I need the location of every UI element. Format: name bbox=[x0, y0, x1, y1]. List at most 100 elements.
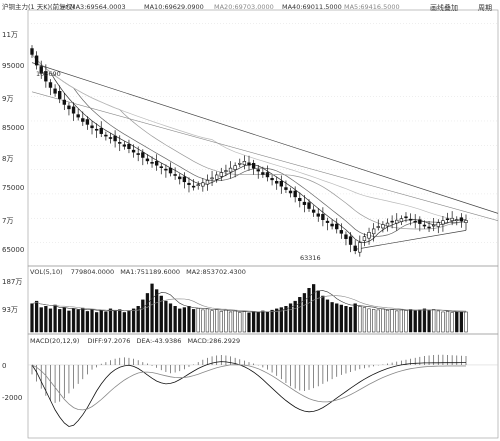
moving-average-line bbox=[31, 54, 467, 222]
candle-body bbox=[191, 185, 196, 188]
candle-body bbox=[367, 232, 371, 239]
candle-body bbox=[201, 182, 205, 187]
candle-body bbox=[385, 222, 390, 227]
volume-bar bbox=[62, 307, 66, 333]
candle-body bbox=[371, 228, 376, 235]
volume-bar bbox=[251, 311, 256, 333]
macd-diff-line bbox=[31, 361, 466, 427]
volume-bar bbox=[67, 310, 71, 333]
volume-bar bbox=[339, 304, 343, 333]
low-price-label: 63316 bbox=[300, 254, 321, 262]
candle-body bbox=[251, 162, 256, 169]
volume-bar bbox=[335, 303, 339, 333]
volume-bar bbox=[459, 311, 464, 333]
candle-body bbox=[422, 224, 427, 227]
candle-body bbox=[44, 71, 48, 82]
trend-lines bbox=[31, 62, 499, 250]
volume-bar bbox=[325, 299, 330, 333]
macd-panel-frame bbox=[27, 333, 499, 439]
volume-bar bbox=[408, 309, 413, 333]
macd-value: MACD:286.2929 bbox=[187, 337, 241, 345]
candle-body bbox=[219, 172, 223, 177]
volume-bar bbox=[362, 307, 367, 333]
candle-body bbox=[76, 114, 80, 118]
volume-bar bbox=[141, 299, 145, 333]
candle-body bbox=[265, 172, 270, 178]
candle-body bbox=[182, 176, 187, 183]
candle-body bbox=[413, 220, 417, 223]
macd-dea: DEA:-43.9386 bbox=[136, 337, 182, 345]
volume-bar bbox=[422, 308, 427, 333]
ma40-value: MA40:69011.5000 bbox=[282, 3, 342, 11]
volume-bar bbox=[85, 311, 90, 333]
candle-body bbox=[136, 153, 140, 155]
volume-bar bbox=[127, 310, 131, 333]
volume-bar bbox=[418, 309, 422, 333]
volume-bar bbox=[39, 307, 43, 333]
candle-body bbox=[205, 180, 210, 185]
candle-body bbox=[325, 220, 330, 223]
volume-bar bbox=[104, 311, 108, 333]
volume-bar bbox=[293, 300, 297, 333]
price-ylabel: 9万 bbox=[2, 95, 14, 103]
trend-line bbox=[31, 91, 499, 221]
candle-body bbox=[141, 152, 145, 158]
volume-bar bbox=[44, 306, 48, 333]
volume-bar bbox=[372, 309, 376, 333]
volume-bar bbox=[168, 303, 173, 333]
candle-body bbox=[228, 167, 233, 173]
volume-ylabel: 187万 bbox=[2, 278, 23, 286]
volume-bar bbox=[367, 308, 371, 333]
macd-diff: DIFF:97.2076 bbox=[87, 337, 131, 345]
volume-bar bbox=[381, 308, 385, 333]
volume-bar bbox=[196, 308, 200, 333]
candle-body bbox=[450, 217, 454, 221]
price-ylabel: 11万 bbox=[2, 31, 18, 39]
volume-bar bbox=[150, 283, 154, 333]
volume-bar bbox=[219, 311, 223, 333]
volume-bar bbox=[108, 308, 113, 333]
candle-body bbox=[256, 169, 260, 172]
volume-bar bbox=[348, 307, 353, 333]
volume-bar bbox=[390, 309, 394, 333]
candle-body bbox=[459, 217, 464, 222]
volume-bar bbox=[344, 306, 348, 333]
volume-bar bbox=[445, 311, 450, 333]
candle-body bbox=[30, 48, 34, 55]
candle-body bbox=[399, 218, 404, 222]
volume-bar bbox=[182, 307, 186, 333]
volume-bar bbox=[122, 312, 126, 333]
candle-body bbox=[34, 55, 39, 66]
candle-body bbox=[441, 220, 445, 225]
volume-bar bbox=[376, 309, 380, 333]
vol-ma1: MA1:751189.6000 bbox=[120, 268, 181, 276]
candle-body bbox=[307, 202, 311, 209]
candle-body bbox=[150, 162, 154, 164]
volume-bar bbox=[312, 284, 316, 333]
macd-title: MACD(20,12,9) DIFF:97.2076 DEA:-43.9386 … bbox=[30, 337, 240, 345]
volume-bar bbox=[145, 293, 150, 333]
period-button[interactable]: 周期 bbox=[478, 4, 492, 12]
volume-bar bbox=[330, 302, 334, 333]
volume-bar bbox=[118, 309, 122, 333]
candle-body bbox=[339, 230, 344, 234]
candle-body bbox=[58, 91, 62, 99]
draw-overlay-button[interactable]: 画线叠加 bbox=[430, 4, 458, 12]
candle-body bbox=[67, 105, 71, 110]
volume-bar bbox=[279, 307, 283, 333]
volume-bar bbox=[284, 306, 288, 333]
volume-bar bbox=[270, 309, 274, 333]
volume-bar bbox=[201, 309, 205, 333]
volume-bar bbox=[358, 306, 362, 333]
macd-group bbox=[28, 354, 498, 427]
volume-bar bbox=[191, 309, 196, 333]
ma20-value: MA20:69703.0000 bbox=[214, 3, 274, 11]
candle-body bbox=[85, 119, 90, 125]
candle-body bbox=[362, 236, 367, 241]
volume-bar bbox=[436, 310, 440, 333]
volume-bar bbox=[307, 288, 311, 333]
back-arrow-icon[interactable]: < bbox=[62, 3, 68, 11]
volume-bar bbox=[228, 311, 233, 333]
volume-bar bbox=[187, 306, 191, 333]
